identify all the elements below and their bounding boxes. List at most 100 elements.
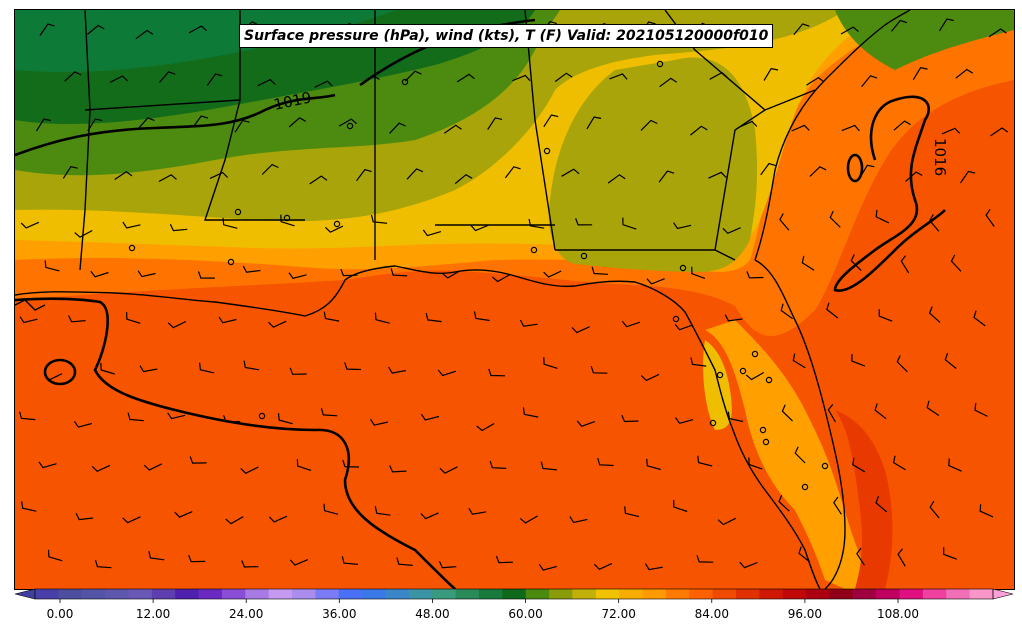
station-marker <box>530 246 538 254</box>
wind-barb <box>324 225 344 233</box>
wind-barb <box>87 24 105 35</box>
wind-barb <box>222 217 238 229</box>
colorbar-swatch <box>946 589 971 599</box>
colorbar-swatch <box>665 589 690 599</box>
station-marker <box>762 438 770 446</box>
wind-barb <box>793 23 810 36</box>
wind-barb <box>929 214 940 232</box>
wind-barb <box>74 229 93 238</box>
wind-barb <box>374 506 391 516</box>
wind-barb <box>439 466 458 474</box>
wind-barb <box>158 174 177 183</box>
wind-barb <box>20 221 40 229</box>
wind-barb <box>829 210 841 228</box>
wind-barb <box>504 166 521 179</box>
wind-barb <box>841 124 860 132</box>
wind-barb <box>470 224 489 232</box>
colorbar-swatch <box>712 589 737 599</box>
wind-barb <box>473 311 490 322</box>
colorbar-outline <box>34 588 994 600</box>
wind-barb <box>724 314 743 322</box>
wind-barb <box>127 412 144 422</box>
wind-barb <box>622 217 637 230</box>
wind-barb <box>727 411 744 423</box>
temperature-colorbar: 0.00 12.00 24.00 36.00 48.00 60.00 72.00 84.00 9… <box>14 588 1014 621</box>
wind-barb <box>674 323 694 331</box>
colorbar-swatch <box>268 589 293 599</box>
station-marker <box>672 315 680 323</box>
wind-barb <box>974 403 988 417</box>
wind-barb <box>296 459 312 471</box>
wind-barb <box>893 120 911 131</box>
wind-barb <box>717 517 737 526</box>
wind-barb <box>809 166 827 177</box>
station-marker <box>258 412 266 420</box>
wind-barb <box>21 501 37 512</box>
colorbar-swatch <box>619 589 644 599</box>
station-marker <box>234 208 242 216</box>
wind-barb <box>91 464 111 473</box>
colorbar-swatch <box>478 589 503 599</box>
wind-barb <box>609 73 628 80</box>
wind-barb <box>856 547 865 566</box>
colorbar-swatch <box>81 589 106 599</box>
wind-barb <box>538 564 557 571</box>
colorbar-swatch <box>852 589 877 599</box>
colorbar-swatch <box>338 589 363 599</box>
wind-barb <box>404 70 422 82</box>
wind-barb <box>540 461 557 471</box>
wind-barb <box>167 412 186 420</box>
wind-barb <box>955 68 974 79</box>
wind-barb <box>593 562 613 571</box>
wind-barb <box>798 546 811 563</box>
wind-barb <box>148 550 165 561</box>
colorbar-swatch <box>525 589 550 599</box>
wind-barb <box>341 556 359 565</box>
wind-barb <box>288 117 306 128</box>
wind-barb <box>62 166 78 179</box>
wind-barb <box>468 507 487 515</box>
wind-barb <box>420 512 439 520</box>
wind-barb <box>597 457 614 467</box>
wind-barb <box>852 457 866 473</box>
wind-barb <box>35 118 51 132</box>
colorbar-swatch <box>128 589 153 599</box>
wind-barb <box>985 208 995 227</box>
wind-barb <box>143 463 163 471</box>
wind-barb <box>607 174 626 184</box>
colorbar-tick-label: 72.00 <box>601 607 635 621</box>
wind-barb <box>575 218 593 226</box>
wind-barb <box>47 549 63 562</box>
colorbar-swatch <box>35 589 59 599</box>
wind-barb <box>979 504 994 518</box>
wind-barb <box>781 404 793 422</box>
wind-barb <box>420 413 440 421</box>
wind-barb <box>621 320 641 328</box>
colorbar-swatch <box>876 589 901 599</box>
wind-barb <box>137 270 156 278</box>
wind-barb <box>780 303 793 320</box>
wind-barb <box>528 218 545 229</box>
wind-barb <box>199 362 215 374</box>
wind-barb <box>356 168 372 182</box>
colorbar-swatch <box>175 589 200 599</box>
colorbar-tick-label: 108.00 <box>877 607 919 621</box>
wind-barb <box>990 127 1009 137</box>
wind-barb <box>840 26 859 35</box>
wind-barb <box>454 173 473 185</box>
wind-barb <box>690 357 707 367</box>
wind-barb <box>851 354 866 367</box>
colorbar-swatch <box>105 589 129 599</box>
wind-barb <box>139 365 158 373</box>
wind-barb <box>745 371 764 381</box>
wind-barb <box>389 122 406 134</box>
colorbar-tick-label: 84.00 <box>695 607 729 621</box>
station-marker <box>283 214 291 222</box>
wind-barb <box>673 222 692 230</box>
wind-barb <box>257 78 276 87</box>
isobar-label-1016: 1016 <box>931 138 949 176</box>
wind-barb <box>640 373 660 382</box>
wind-barb <box>878 309 893 322</box>
wind-barb <box>590 366 608 374</box>
wind-barb <box>763 67 779 81</box>
